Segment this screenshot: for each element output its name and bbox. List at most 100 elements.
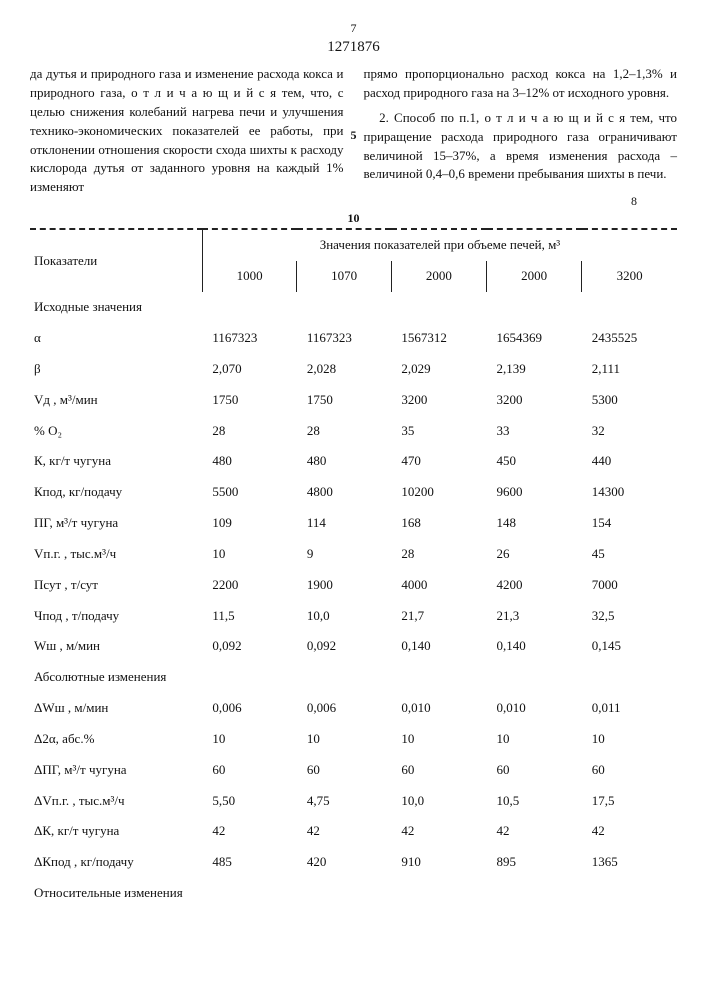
cell-value: 32: [582, 416, 677, 447]
cell-value: 60: [202, 755, 296, 786]
cell-value: 0,145: [582, 631, 677, 662]
cell-value: 2435525: [582, 323, 677, 354]
row-label: ΔПГ, м³/т чугуна: [30, 755, 202, 786]
row-label: ΔVп.г. , тыс.м³/ч: [30, 786, 202, 817]
data-table: Показатели Значения показателей при объе…: [30, 228, 677, 909]
cell-value: 10: [582, 724, 677, 755]
cell-value: 1167323: [297, 323, 391, 354]
cell-value: 28: [391, 539, 486, 570]
row-label: Псут , т/сут: [30, 570, 202, 601]
cell-value: 0,006: [297, 693, 391, 724]
cell-value: 168: [391, 508, 486, 539]
cell-value: 0,092: [297, 631, 391, 662]
cell-value: 35: [391, 416, 486, 447]
cell-value: 4200: [487, 570, 582, 601]
cell-value: 4000: [391, 570, 486, 601]
cell-value: 114: [297, 508, 391, 539]
cell-value: 1654369: [487, 323, 582, 354]
cell-value: 0,011: [582, 693, 677, 724]
cell-value: 450: [487, 446, 582, 477]
cell-value: 0,010: [391, 693, 486, 724]
row-label: β: [30, 354, 202, 385]
cell-value: 42: [487, 816, 582, 847]
cell-value: 1167323: [202, 323, 296, 354]
cell-value: 480: [202, 446, 296, 477]
cell-value: 0,092: [202, 631, 296, 662]
cell-value: 21,3: [487, 601, 582, 632]
cell-value: 2200: [202, 570, 296, 601]
cell-value: 485: [202, 847, 296, 878]
th-indicators: Показатели: [30, 229, 202, 292]
cell-value: 26: [487, 539, 582, 570]
cell-value: 5,50: [202, 786, 296, 817]
cell-value: 4800: [297, 477, 391, 508]
row-label: ΔК, кг/т чугуна: [30, 816, 202, 847]
cell-value: 10,5: [487, 786, 582, 817]
row-label: ΔКпод , кг/подачу: [30, 847, 202, 878]
cell-value: 10: [391, 724, 486, 755]
cell-value: 910: [391, 847, 486, 878]
th-volume: 3200: [582, 261, 677, 292]
th-volume: 2000: [487, 261, 582, 292]
cell-value: 21,7: [391, 601, 486, 632]
cell-value: 11,5: [202, 601, 296, 632]
cell-value: 45: [582, 539, 677, 570]
cell-value: 1567312: [391, 323, 486, 354]
right-p1: прямо пропорционально расход кокса на 1,…: [364, 65, 678, 103]
line-marker-5: 5: [351, 127, 357, 144]
row-label: Vп.г. , тыс.м³/ч: [30, 539, 202, 570]
cell-value: 33: [487, 416, 582, 447]
cell-value: 10: [202, 539, 296, 570]
row-label: % O₂: [30, 416, 202, 447]
row-label: Wш , м/мин: [30, 631, 202, 662]
cell-value: 148: [487, 508, 582, 539]
row-label: Vд , м³/мин: [30, 385, 202, 416]
cell-value: 440: [582, 446, 677, 477]
row-label: Чпод , т/подачу: [30, 601, 202, 632]
section-title: Исходные значения: [30, 292, 677, 323]
cell-value: 42: [297, 816, 391, 847]
cell-value: 42: [202, 816, 296, 847]
cell-value: 1365: [582, 847, 677, 878]
th-volume: 2000: [391, 261, 486, 292]
cell-value: 480: [297, 446, 391, 477]
row-label: α: [30, 323, 202, 354]
patent-number: 1271876: [30, 37, 677, 59]
row-label: К, кг/т чугуна: [30, 446, 202, 477]
th-volume: 1000: [202, 261, 296, 292]
cell-value: 5500: [202, 477, 296, 508]
cell-value: 42: [582, 816, 677, 847]
th-group: Значения показателей при объеме печей, м…: [202, 229, 677, 261]
right-column-text: прямо пропорционально расход кокса на 1,…: [364, 65, 678, 197]
cell-value: 895: [487, 847, 582, 878]
row-label: ПГ, м³/т чугуна: [30, 508, 202, 539]
cell-value: 4,75: [297, 786, 391, 817]
cell-value: 1750: [202, 385, 296, 416]
line-marker-10: 10: [348, 210, 360, 227]
cell-value: 3200: [391, 385, 486, 416]
cell-value: 10: [202, 724, 296, 755]
cell-value: 2,139: [487, 354, 582, 385]
cell-value: 7000: [582, 570, 677, 601]
cell-value: 9600: [487, 477, 582, 508]
cell-value: 9: [297, 539, 391, 570]
cell-value: 14300: [582, 477, 677, 508]
cell-value: 1900: [297, 570, 391, 601]
cell-value: 42: [391, 816, 486, 847]
cell-value: 0,010: [487, 693, 582, 724]
cell-value: 0,006: [202, 693, 296, 724]
cell-value: 1750: [297, 385, 391, 416]
section-title: Относительные изменения: [30, 878, 677, 909]
cell-value: 420: [297, 847, 391, 878]
cell-value: 17,5: [582, 786, 677, 817]
cell-value: 154: [582, 508, 677, 539]
cell-value: 2,028: [297, 354, 391, 385]
cell-value: 5300: [582, 385, 677, 416]
cell-value: 2,111: [582, 354, 677, 385]
cell-value: 28: [202, 416, 296, 447]
cell-value: 470: [391, 446, 486, 477]
row-label: Кпод, кг/подачу: [30, 477, 202, 508]
row-label: Δ2α, абс.%: [30, 724, 202, 755]
left-column-text: да дутья и природного газа и изменение р…: [30, 65, 344, 197]
page-left-num: 7: [351, 21, 357, 35]
